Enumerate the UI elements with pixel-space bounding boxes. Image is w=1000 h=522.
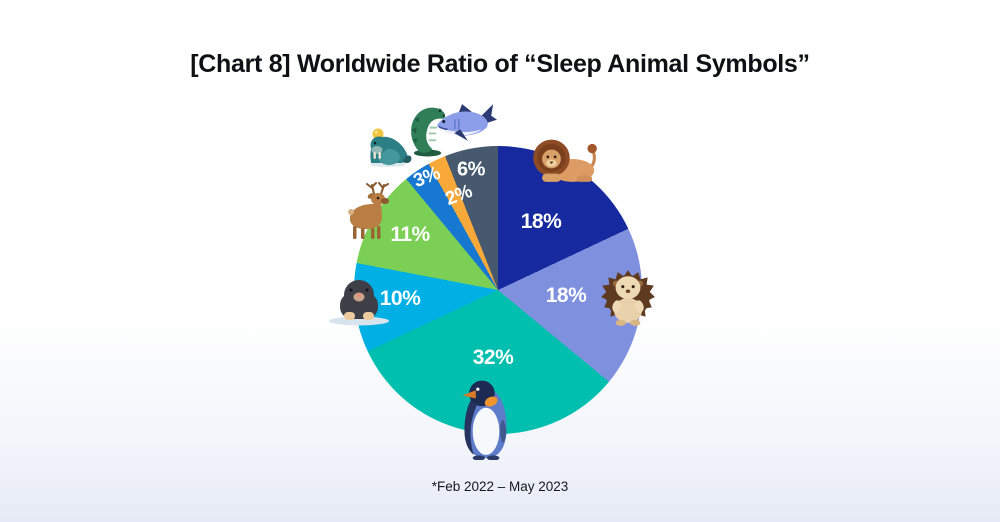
shark-icon bbox=[436, 104, 497, 141]
slice-label-shark: 6% bbox=[457, 158, 485, 181]
walrus-icon bbox=[370, 128, 412, 167]
mole-icon bbox=[329, 280, 389, 326]
slice-label-penguin: 32% bbox=[472, 346, 514, 369]
crocodile-icon bbox=[411, 107, 446, 157]
chart-title: [Chart 8] Worldwide Ratio of “Sleep Anim… bbox=[190, 50, 810, 78]
slice-label-lion: 18% bbox=[520, 210, 562, 233]
penguin-icon bbox=[462, 380, 507, 460]
lion-icon bbox=[533, 139, 597, 182]
hedgehog-icon bbox=[601, 270, 655, 326]
pie-chart bbox=[354, 146, 642, 434]
period-footnote: *Feb 2022 – May 2023 bbox=[431, 479, 569, 494]
slice-label-mole: 10% bbox=[379, 287, 421, 310]
deer-icon bbox=[348, 182, 389, 239]
slice-label-hedgehog: 18% bbox=[545, 284, 587, 307]
slice-label-deer: 11% bbox=[390, 223, 430, 246]
